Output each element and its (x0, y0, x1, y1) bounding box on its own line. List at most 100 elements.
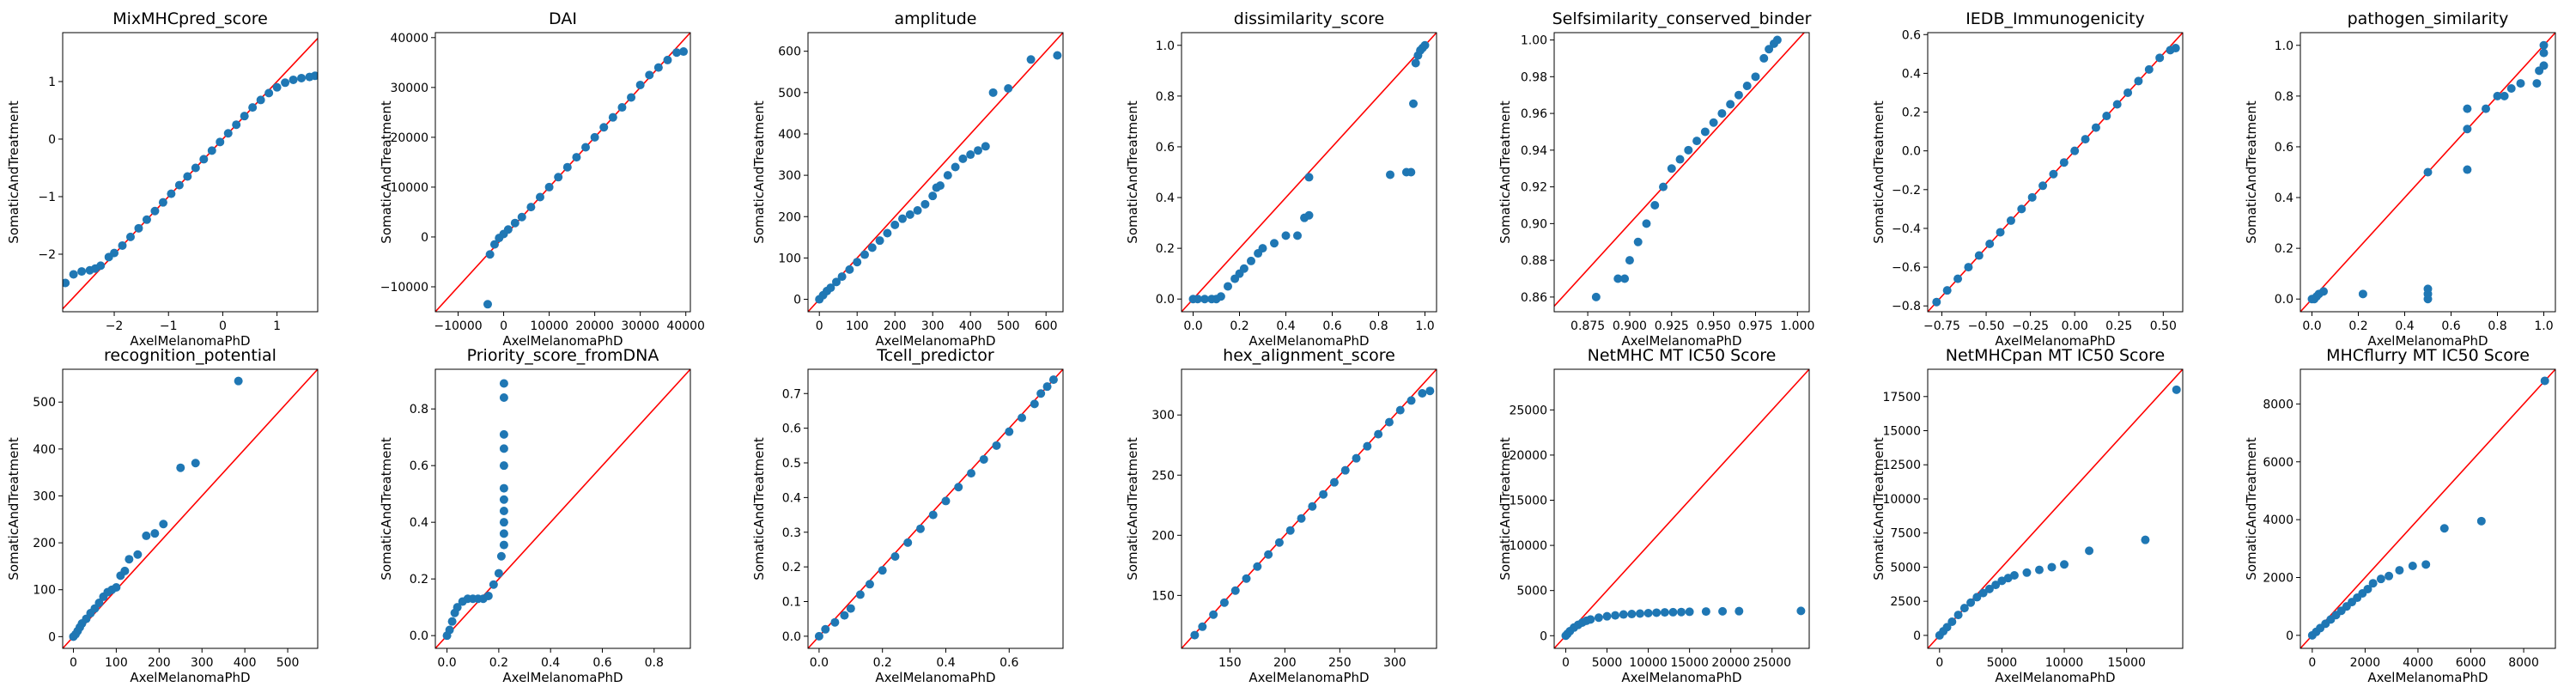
data-point (1718, 606, 1728, 616)
data-point (1586, 615, 1595, 624)
y-tick-label: 0 (1540, 629, 1547, 643)
data-point (240, 112, 249, 121)
plot-title: MHCflurry MT IC50 Score (2326, 346, 2530, 365)
data-point (496, 551, 506, 561)
data-point (2368, 579, 2378, 588)
data-point (199, 155, 209, 164)
y-tick-label: 10000 (390, 181, 428, 195)
y-tick-label: 0.0 (782, 630, 801, 644)
data-point (898, 214, 907, 223)
data-point (1701, 607, 1710, 617)
data-point (875, 236, 884, 246)
x-tick-label: 0.25 (2105, 319, 2132, 333)
data-point (489, 580, 498, 589)
data-point (1253, 562, 1262, 571)
y-axis-label: SomaticAndTreatment (751, 437, 767, 581)
x-tick-label: 400 (959, 319, 982, 333)
y-axis-label: SomaticAndTreatment (379, 100, 394, 244)
y-tick-label: 1.0 (1156, 40, 1175, 53)
x-tick-label: 15000 (2107, 656, 2146, 670)
data-point (883, 228, 892, 238)
y-tick-label: 2000 (2263, 571, 2293, 585)
data-point (2049, 169, 2058, 179)
subplot-10: 0.0 0.2 0.4 0.6 0.0 0.1 0.2 0.3 0.4 0.5 0.6 0.7 Tcel… (751, 346, 1064, 685)
plot-area (63, 369, 318, 648)
data-point (2060, 560, 2069, 569)
data-point (133, 550, 143, 559)
data-point (158, 198, 167, 207)
x-axis-label: AxelMelanomaPhD (1995, 333, 2115, 349)
y-axis-label: SomaticAndTreatment (379, 437, 394, 581)
plot-area (1554, 33, 1805, 307)
axes-frame (1553, 368, 1810, 649)
data-point (890, 552, 900, 562)
y-tick-label: 0.2 (1156, 242, 1175, 256)
data-point (125, 232, 135, 241)
x-tick-label: 0.950 (1697, 319, 1731, 333)
y-tick-label: 17500 (1882, 391, 1921, 404)
x-tick-label: 1.0 (1415, 319, 1434, 333)
plot-title: NetMHC MT IC50 Score (1588, 346, 1777, 365)
y-tick-label: 0.8 (410, 403, 428, 416)
data-point (1411, 58, 1420, 68)
data-point (840, 611, 849, 620)
x-axis-label: AxelMelanomaPhD (2367, 670, 2488, 685)
data-point (77, 267, 87, 277)
data-point (1042, 382, 1052, 392)
data-point (617, 103, 627, 112)
data-point (2144, 64, 2154, 74)
y-tick-label: 10000 (1882, 493, 1921, 507)
data-point (1239, 264, 1249, 273)
data-point (1677, 607, 1686, 617)
y-tick-label: 600 (778, 46, 801, 59)
y-tick-label: 15000 (1882, 425, 1921, 439)
data-point (2155, 53, 2165, 63)
y-tick-label: 0.6 (782, 423, 801, 436)
y-axis-label: SomaticAndTreatment (2244, 437, 2259, 581)
data-point (2506, 84, 2516, 93)
axes-frame (1181, 368, 1437, 649)
y-tick-label: 0.86 (1521, 291, 1547, 305)
subplot-11: 150 200 250 300 150 200 250 300 hex_alignment_sc… (1125, 346, 1437, 685)
y-tick-label: 2500 (1890, 595, 1921, 609)
data-point (941, 496, 951, 506)
plot-area (1554, 369, 1809, 648)
x-tick-label: 0.8 (2488, 319, 2506, 333)
data-point (234, 376, 243, 386)
data-point (1700, 127, 1710, 137)
data-point (1384, 417, 1394, 427)
reference-line (808, 33, 1063, 312)
data-point (979, 454, 988, 464)
data-point (572, 153, 581, 162)
data-point (1772, 35, 1782, 45)
data-point (1742, 82, 1752, 91)
subplot-5: 0.875 0.900 0.925 0.950 0.975 1.000 0.86 0.88 0.… (1498, 9, 1814, 349)
data-point (2363, 584, 2372, 593)
plot-title: dissimilarity_score (1234, 9, 1384, 28)
data-point (1036, 389, 1046, 398)
y-tick-label: 0.90 (1521, 217, 1547, 231)
data-point (2493, 91, 2502, 100)
data-point (2141, 535, 2150, 544)
y-tick-label: 25000 (1509, 404, 1547, 417)
plot-title: Priority_score_fromDNA (467, 346, 659, 365)
data-point (1293, 231, 1302, 240)
x-tick-label: 0.00 (2062, 319, 2088, 333)
y-tick-label: 10000 (1509, 539, 1547, 553)
y-tick-label: −0.6 (1892, 261, 1921, 275)
x-tick-label: 0.8 (645, 656, 664, 670)
y-tick-label: 0.2 (410, 573, 428, 587)
x-tick-label: 0.4 (541, 656, 560, 670)
plot-title: MixMHCpred_score (112, 9, 268, 28)
x-tick-label: 0.0 (810, 656, 829, 670)
y-tick-label: 150 (1151, 589, 1175, 603)
x-tick-label: −0.25 (2012, 319, 2049, 333)
axes-frame (1927, 32, 2184, 313)
plot-title: amplitude (894, 9, 976, 28)
data-point (2017, 204, 2026, 214)
subplot-14: 0 2000 4000 6000 8000 0 2000 4000 6000 8000 MHCflu… (2244, 346, 2556, 685)
data-point (2134, 76, 2143, 86)
data-point (1985, 240, 1995, 249)
data-point (483, 300, 492, 309)
data-point (672, 48, 682, 58)
